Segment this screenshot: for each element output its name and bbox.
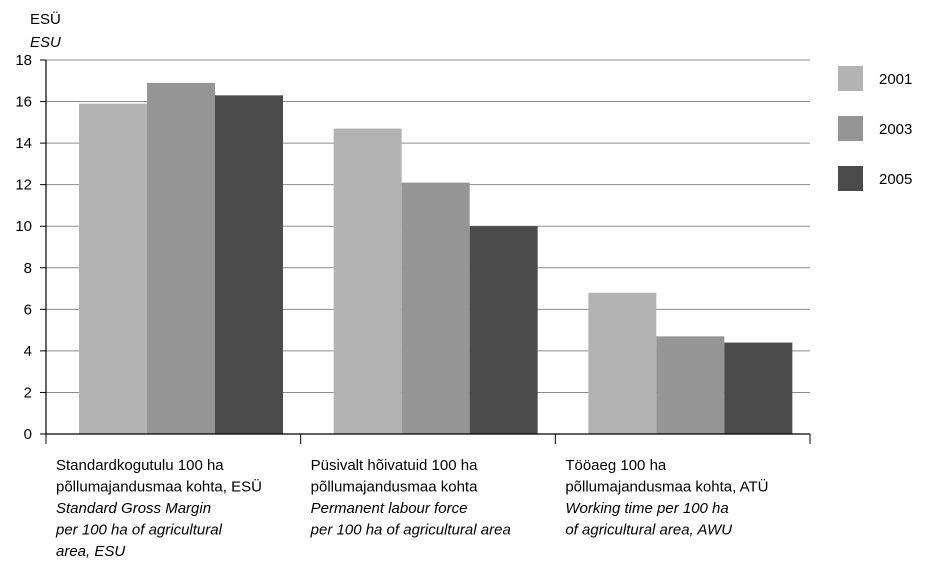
category-label-et: Tööaeg 100 ha: [565, 457, 667, 474]
category-label-en: of agricultural area, AWU: [565, 522, 732, 539]
category-labels: Standardkogutulu 100 ha põllumajandusmaa …: [55, 457, 769, 560]
bar-2001-cat2: [333, 128, 402, 435]
bar-2003-cat3: [656, 336, 725, 434]
y-tick-label: 16: [15, 94, 32, 111]
category-label-et: Standardkogutulu 100 ha: [56, 457, 224, 474]
category-label-en: per 100 ha of agricultural area: [310, 522, 511, 539]
bar-2005-cat1: [215, 95, 283, 435]
bar-2005-cat2: [469, 226, 538, 434]
y-tick-label: 14: [15, 135, 32, 152]
category-label-et: põllumajandusmaa kohta: [311, 479, 478, 496]
y-tick-label: 0: [24, 426, 32, 443]
bar-2003-cat2: [401, 182, 470, 434]
legend-label-2001: 2001: [879, 71, 912, 88]
category-label-en: per 100 ha of agricultural: [55, 522, 223, 539]
y-tick-label: 8: [24, 260, 32, 277]
category-label-en: Permanent labour force: [311, 500, 468, 517]
category-label-en: Working time per 100 ha: [565, 500, 728, 517]
y-tick-label: 2: [24, 384, 32, 401]
bar-2005-cat3: [724, 342, 793, 434]
category-label-et: põllumajandusmaa kohta, ESÜ: [56, 478, 262, 496]
bar-2001-cat1: [79, 103, 147, 434]
bar-2001-cat3: [588, 292, 657, 434]
legend-swatch-2003: [838, 116, 863, 141]
category-label-et: põllumajandusmaa kohta, ATÜ: [565, 478, 768, 496]
y-tick-label: 6: [24, 301, 32, 318]
legend-label-2005: 2005: [879, 171, 912, 188]
category-label-et: Püsivalt hõivatuid 100 ha: [311, 457, 478, 474]
category-label-en: area, ESU: [56, 543, 125, 560]
y-tick-label: 4: [24, 343, 32, 360]
legend-label-2003: 2003: [879, 121, 912, 138]
axes: 0 2 4 6 8 10 12 14 16 18: [15, 52, 811, 444]
y-unit-label-en: ESU: [30, 34, 61, 51]
legend: 2001 2003 2005: [838, 66, 912, 191]
category-label-en: Standard Gross Margin: [56, 500, 211, 517]
bar-2003-cat1: [147, 82, 215, 434]
legend-swatch-2001: [838, 66, 863, 91]
y-tick-label: 10: [15, 218, 32, 235]
y-tick-label: 12: [15, 177, 32, 194]
y-unit-label: ESÜ: [30, 10, 61, 28]
bars: [79, 82, 793, 435]
legend-swatch-2005: [838, 166, 863, 191]
y-tick-label: 18: [15, 52, 32, 69]
